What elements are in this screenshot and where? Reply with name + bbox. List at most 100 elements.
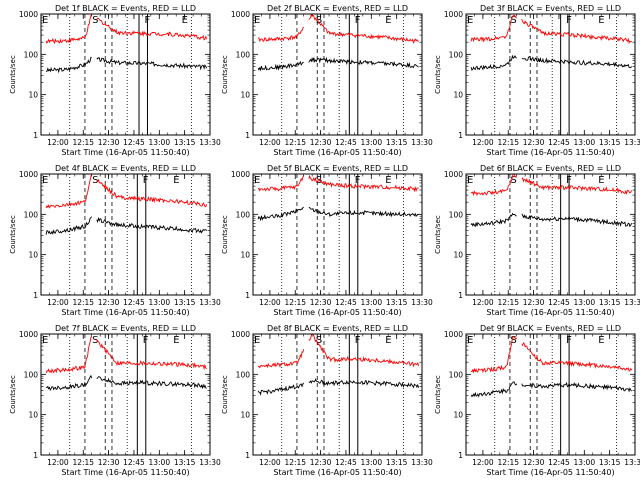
x-tick-label: 12:15 bbox=[72, 298, 94, 307]
event-marker: S bbox=[92, 15, 98, 26]
x-tick-label: 12:45 bbox=[335, 458, 357, 467]
y-tick-label: 100 bbox=[24, 210, 39, 219]
chart-title: Det 1f BLACK = Events, RED = LLD bbox=[55, 4, 196, 13]
x-tick-label: 13:30 bbox=[199, 458, 221, 467]
y-tick-label: 1 bbox=[245, 131, 250, 140]
x-tick-label: 13:00 bbox=[360, 138, 382, 147]
events-series-line bbox=[45, 374, 93, 392]
x-tick-label: 12:45 bbox=[548, 298, 570, 307]
y-tick-label: 1 bbox=[33, 131, 38, 140]
plot-frame bbox=[40, 173, 211, 296]
event-marker: F bbox=[143, 175, 149, 186]
x-tick-label: 12:15 bbox=[497, 458, 519, 467]
x-tick-label: 13:30 bbox=[411, 138, 433, 147]
lld-series-line bbox=[96, 17, 208, 41]
event-marker: S bbox=[510, 15, 516, 26]
y-tick-label: 1 bbox=[458, 131, 463, 140]
event-marker: F bbox=[143, 335, 149, 346]
events-series-line bbox=[257, 382, 305, 396]
lld-series-line bbox=[521, 177, 633, 195]
y-tick-label: 1 bbox=[458, 451, 463, 460]
detector-chart-1: Det 1f BLACK = Events, RED = LLD Start Ti… bbox=[9, 4, 221, 157]
plot-frame bbox=[252, 333, 423, 456]
events-series-line bbox=[470, 212, 517, 228]
chart-title: Det 2f BLACK = Events, RED = LLD bbox=[267, 4, 408, 13]
event-marker: S bbox=[510, 335, 516, 346]
x-tick-label: 12:45 bbox=[335, 298, 357, 307]
event-marker: F bbox=[144, 15, 150, 26]
y-tick-label: 10 bbox=[28, 411, 38, 420]
x-tick-label: 12:45 bbox=[548, 138, 570, 147]
event-marker: F bbox=[355, 335, 361, 346]
events-series-line bbox=[308, 56, 419, 69]
y-axis-label: Counts/sec bbox=[9, 55, 17, 94]
x-tick-label: 12:30 bbox=[523, 298, 545, 307]
x-tick-label: 13:15 bbox=[599, 458, 621, 467]
events-series-line bbox=[308, 378, 420, 389]
plot-frame bbox=[40, 13, 211, 136]
x-tick-label: 12:00 bbox=[472, 458, 494, 467]
x-tick-label: 13:30 bbox=[624, 458, 640, 467]
plot-frame bbox=[465, 13, 636, 136]
plot-frame bbox=[40, 333, 211, 456]
detector-chart-5: Det 5f BLACK = Events, RED = LLD Start Ti… bbox=[221, 164, 433, 317]
x-tick-label: 12:15 bbox=[284, 458, 306, 467]
events-series-line bbox=[96, 57, 208, 71]
x-tick-label: 13:00 bbox=[360, 298, 382, 307]
event-marker: E bbox=[42, 335, 48, 346]
x-tick-label: 12:30 bbox=[310, 138, 332, 147]
plot-frame bbox=[465, 333, 636, 456]
lld-series-line bbox=[308, 14, 419, 44]
plot-frame bbox=[252, 13, 423, 136]
y-tick-label: 10 bbox=[240, 91, 250, 100]
x-tick-label: 13:00 bbox=[148, 458, 170, 467]
x-tick-label: 13:15 bbox=[174, 458, 196, 467]
y-tick-label: 1 bbox=[458, 291, 463, 300]
y-tick-label: 10 bbox=[453, 91, 463, 100]
x-tick-label: 13:15 bbox=[599, 298, 621, 307]
y-tick-label: 10 bbox=[453, 251, 463, 260]
event-marker: F bbox=[355, 175, 361, 186]
event-marker: E bbox=[598, 335, 604, 346]
y-axis-label: Counts/sec bbox=[9, 375, 17, 414]
x-tick-label: 12:00 bbox=[259, 138, 281, 147]
y-axis-label: Counts/sec bbox=[434, 55, 442, 94]
lld-series-line bbox=[257, 26, 305, 43]
y-tick-label: 1 bbox=[33, 291, 38, 300]
events-series-line bbox=[521, 56, 632, 69]
y-tick-label: 100 bbox=[449, 210, 464, 219]
x-tick-label: 13:00 bbox=[360, 458, 382, 467]
x-tick-label: 12:30 bbox=[523, 138, 545, 147]
x-tick-label: 12:00 bbox=[259, 458, 281, 467]
lld-series-line bbox=[45, 174, 92, 209]
x-tick-label: 13:15 bbox=[386, 138, 408, 147]
detector-chart-3: Det 3f BLACK = Events, RED = LLD Start Ti… bbox=[434, 4, 640, 157]
x-tick-label: 12:45 bbox=[123, 138, 145, 147]
x-tick-label: 12:15 bbox=[72, 458, 94, 467]
lld-series-line bbox=[257, 175, 305, 192]
event-marker: E bbox=[598, 175, 604, 186]
x-axis-label: Start Time (16-Apr-05 11:50:40) bbox=[486, 308, 614, 317]
event-marker: E bbox=[254, 335, 260, 346]
y-tick-label: 10 bbox=[28, 251, 38, 260]
x-tick-label: 12:30 bbox=[98, 138, 120, 147]
event-marker: E bbox=[42, 175, 48, 186]
x-axis-label: Start Time (16-Apr-05 11:50:40) bbox=[486, 148, 614, 157]
x-axis-label: Start Time (16-Apr-05 11:50:40) bbox=[61, 468, 189, 477]
event-marker: E bbox=[173, 175, 179, 186]
y-tick-label: 10 bbox=[240, 251, 250, 260]
y-tick-label: 1000 bbox=[444, 330, 463, 339]
y-tick-label: 100 bbox=[236, 50, 251, 59]
y-tick-label: 1 bbox=[245, 291, 250, 300]
lld-series-line bbox=[521, 342, 632, 372]
lld-series-line bbox=[521, 18, 632, 44]
y-axis-label: Counts/sec bbox=[434, 375, 442, 414]
x-tick-label: 13:30 bbox=[199, 298, 221, 307]
event-marker: S bbox=[92, 175, 98, 186]
events-series-line bbox=[257, 206, 304, 222]
lld-series-line bbox=[308, 174, 419, 193]
y-tick-label: 100 bbox=[236, 370, 251, 379]
x-tick-label: 12:00 bbox=[472, 138, 494, 147]
y-tick-label: 100 bbox=[449, 50, 464, 59]
detector-chart-9: Det 9f BLACK = Events, RED = LLD Start Ti… bbox=[434, 324, 640, 477]
